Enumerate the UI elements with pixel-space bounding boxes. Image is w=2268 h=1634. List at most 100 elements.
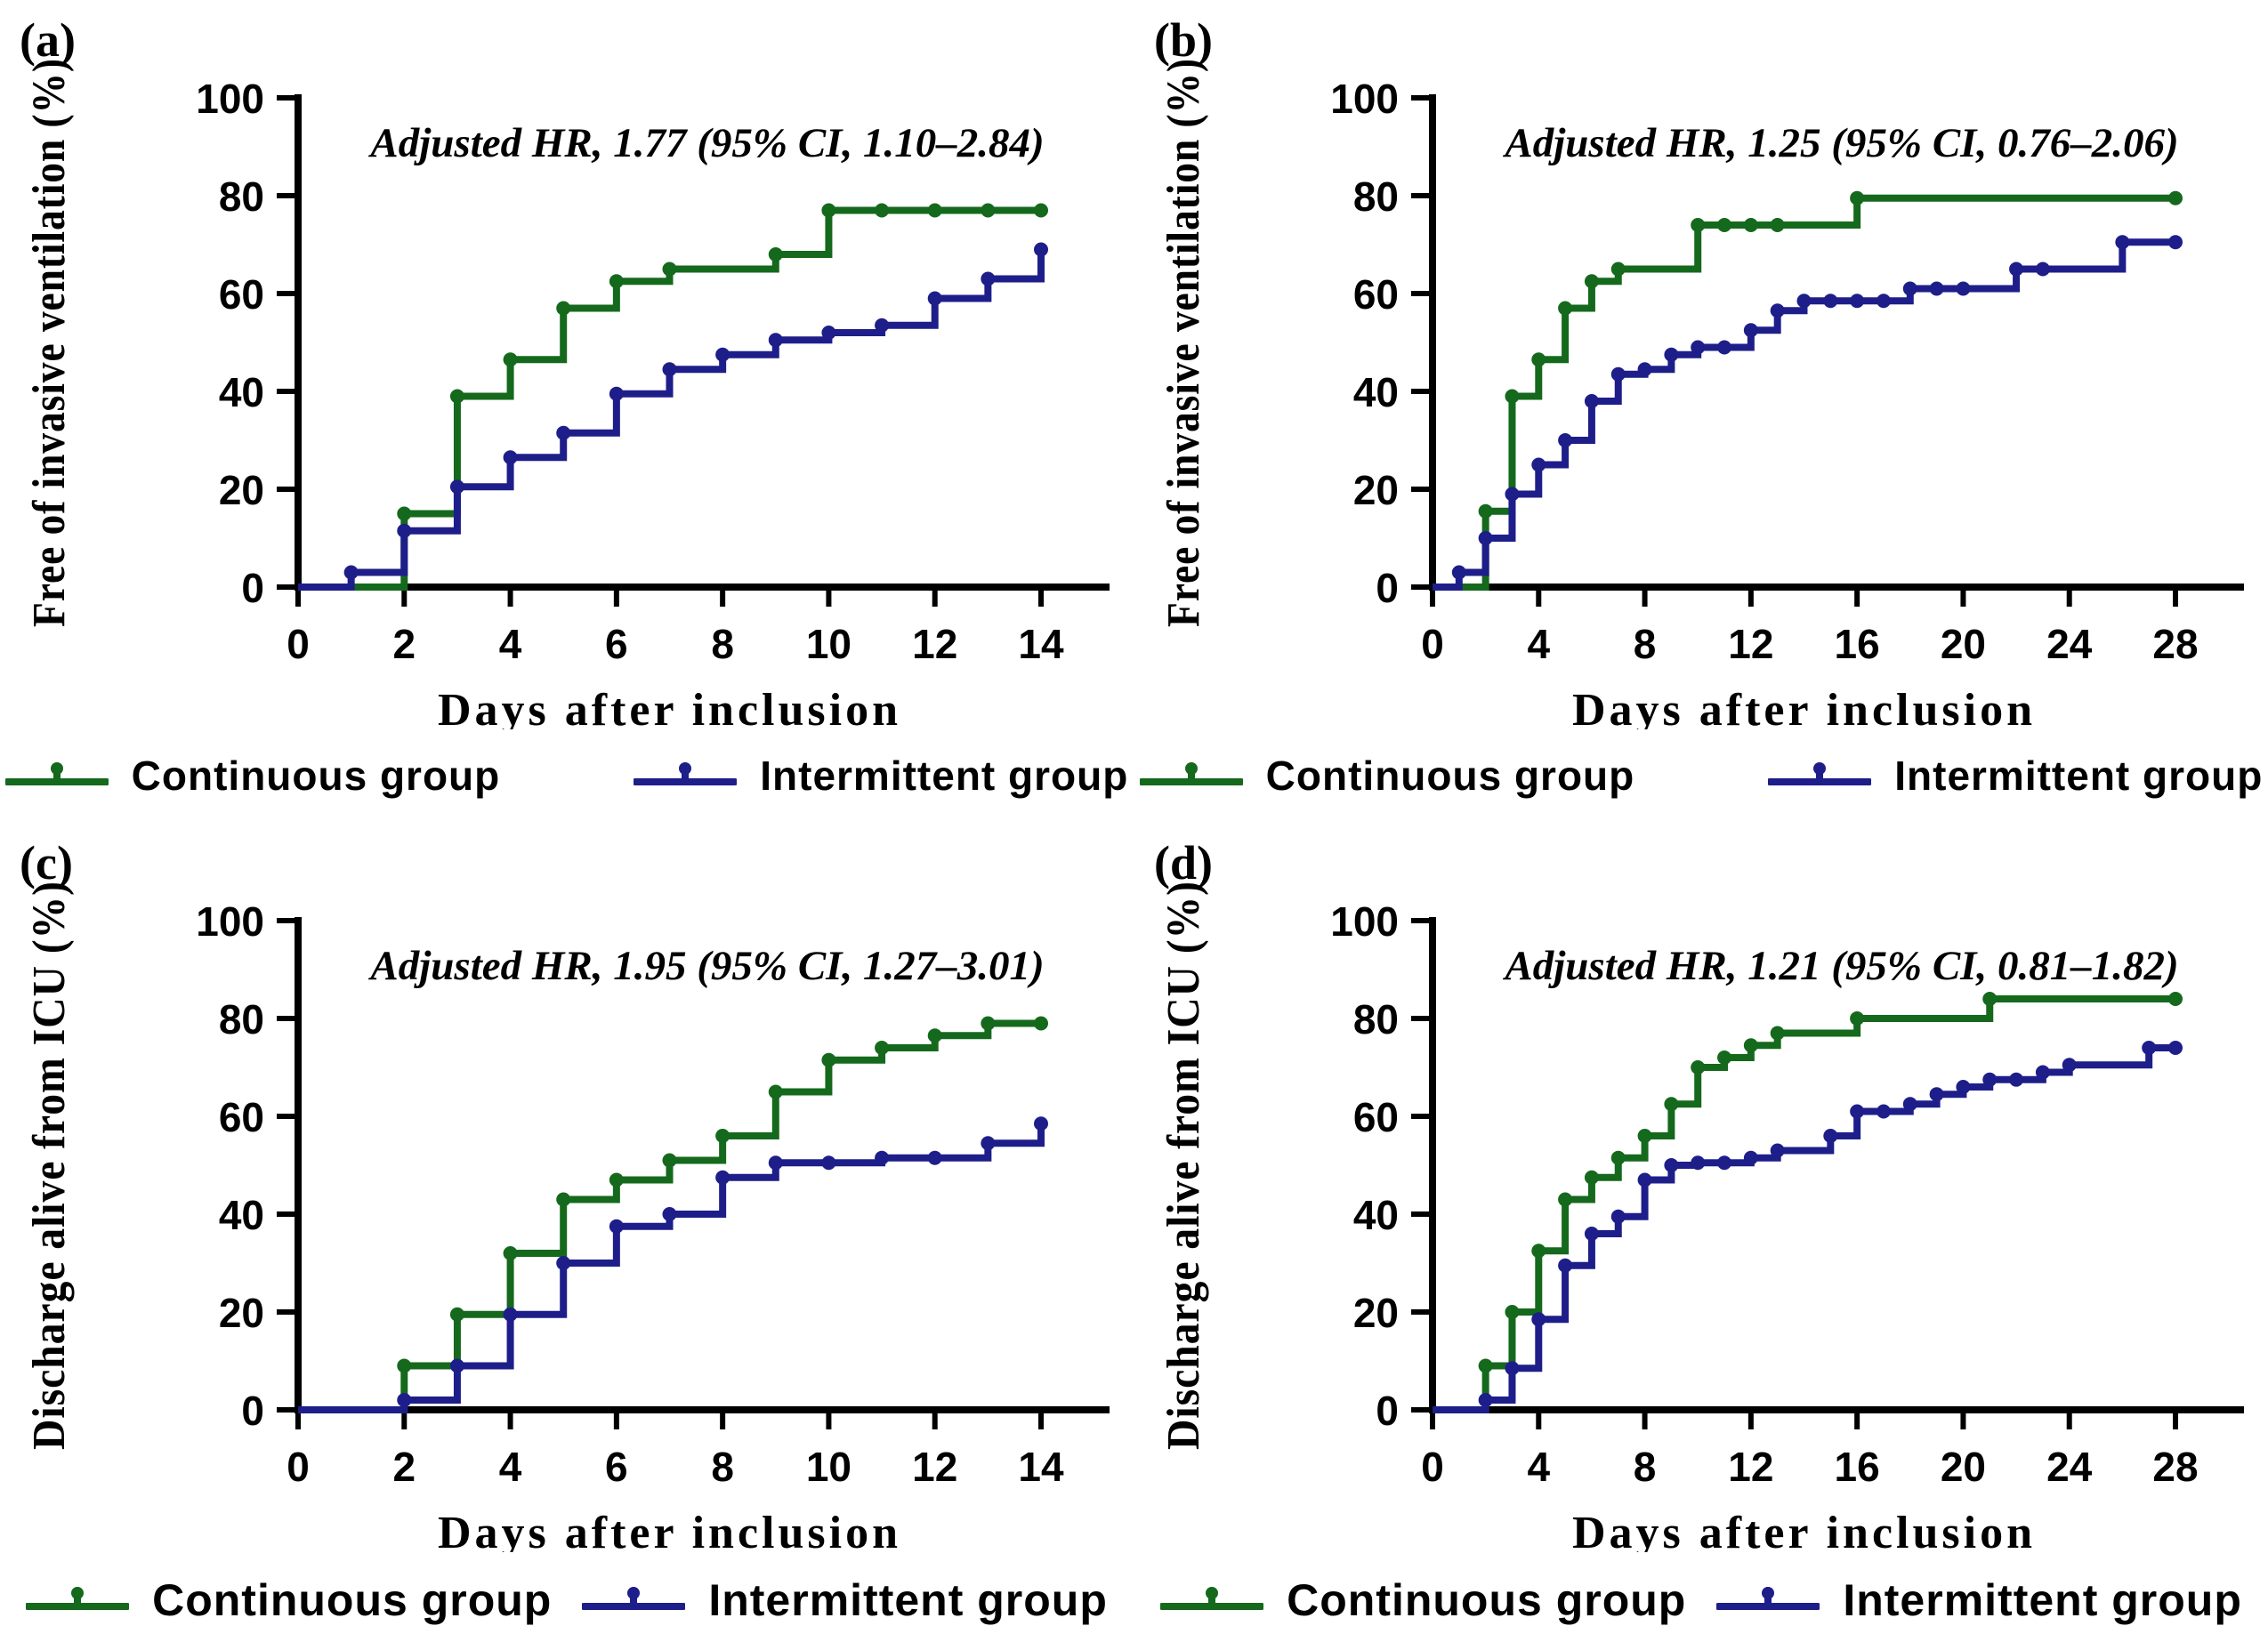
svg-text:40: 40 (219, 1192, 264, 1238)
continuous-line-marker-icon (4, 762, 109, 785)
panel-a-legend: Continuous group Intermittent group (0, 752, 1134, 800)
panel-a-label: (a) (20, 13, 76, 67)
legend-item-intermittent: Intermittent group (1768, 752, 2263, 800)
legend-item-continuous: Continuous group (1139, 752, 1635, 800)
svg-text:14: 14 (1018, 621, 1064, 667)
intermittent-line-marker-icon (1768, 762, 1872, 785)
panel-b-label: (b) (1154, 13, 1213, 67)
svg-text:Free of invasive ventilation (: Free of invasive ventilation (%) (24, 58, 75, 627)
svg-text:12: 12 (912, 621, 957, 667)
legend-label-intermittent: Intermittent group (708, 1575, 1108, 1625)
svg-text:4: 4 (499, 621, 522, 667)
svg-text:0: 0 (1421, 1444, 1444, 1490)
svg-text:28: 28 (2152, 621, 2198, 667)
svg-text:12: 12 (1728, 621, 1773, 667)
svg-text:10: 10 (806, 621, 852, 667)
svg-text:Days after inclusion: Days after inclusion (438, 1508, 901, 1552)
svg-text:12: 12 (912, 1444, 957, 1490)
panel-b: (b) 0 4 8 12 16 20 24 28 0 20 40 60 80 100 Days after … (1134, 0, 2268, 811)
svg-text:Free of invasive ventilation (: Free of invasive ventilation (%) (1158, 58, 1209, 627)
legend-item-intermittent: Intermittent group (1716, 1574, 2242, 1626)
svg-text:8: 8 (1634, 1444, 1657, 1490)
svg-text:4: 4 (1527, 1444, 1550, 1490)
svg-text:Days after inclusion: Days after inclusion (1572, 685, 2036, 729)
svg-text:100: 100 (196, 76, 264, 122)
svg-text:100: 100 (1330, 898, 1399, 945)
panel-d-label: (d) (1154, 836, 1213, 889)
svg-text:60: 60 (219, 271, 264, 318)
legend-item-continuous: Continuous group (4, 752, 501, 800)
svg-text:0: 0 (287, 621, 310, 667)
svg-text:20: 20 (1941, 1444, 1986, 1490)
svg-text:10: 10 (806, 1444, 852, 1490)
panel-b-legend: Continuous group Intermittent group (1134, 752, 2268, 800)
svg-text:16: 16 (1835, 621, 1880, 667)
svg-text:100: 100 (196, 898, 264, 945)
svg-text:Adjusted HR, 1.21 (95% CI, 0.8: Adjusted HR, 1.21 (95% CI, 0.81–1.82) (1502, 943, 2178, 989)
panel-d-legend: Continuous group Intermittent group (1134, 1574, 2268, 1626)
svg-text:100: 100 (1330, 76, 1399, 122)
continuous-line-marker-icon (1160, 1587, 1264, 1610)
panel-d: (d) 0 4 8 12 16 20 24 28 0 20 40 60 80 100 Days after … (1134, 823, 2268, 1634)
svg-text:28: 28 (2152, 1444, 2198, 1490)
svg-text:80: 80 (1353, 173, 1399, 220)
svg-text:Discharge alive from ICU (%): Discharge alive from ICU (%) (1158, 881, 1209, 1450)
svg-text:2: 2 (392, 1444, 416, 1490)
svg-text:20: 20 (219, 1290, 264, 1336)
svg-text:0: 0 (1376, 565, 1399, 611)
intermittent-line-marker-icon (1716, 1587, 1820, 1610)
svg-text:6: 6 (605, 621, 628, 667)
svg-text:6: 6 (605, 1444, 628, 1490)
svg-text:20: 20 (1941, 621, 1986, 667)
legend-label-intermittent: Intermittent group (1843, 1575, 2242, 1625)
panel-c: (c) 0 2 4 6 8 10 12 14 0 20 40 60 80 100 Days after in… (0, 823, 1134, 1634)
km-chart-icu-discharge-28d: 0 4 8 12 16 20 24 28 0 20 40 60 80 100 Days after incl… (1158, 881, 2244, 1552)
svg-text:40: 40 (1353, 1192, 1399, 1238)
intermittent-line-marker-icon (634, 762, 738, 785)
svg-text:8: 8 (711, 1444, 734, 1490)
svg-text:80: 80 (219, 996, 264, 1042)
svg-text:0: 0 (241, 1388, 264, 1434)
km-chart-free-ventilation-28d: 0 4 8 12 16 20 24 28 0 20 40 60 80 100 Days after incl… (1158, 58, 2244, 729)
svg-text:Days after inclusion: Days after inclusion (438, 685, 901, 729)
svg-text:80: 80 (219, 173, 264, 220)
panel-a: (a) 0 2 4 6 8 10 12 14 0 20 40 60 80 100 Days after in… (0, 0, 1134, 811)
km-chart-free-ventilation-14d: 0 2 4 6 8 10 12 14 0 20 40 60 80 100 Days after inclus… (24, 58, 1110, 729)
svg-text:24: 24 (2046, 1444, 2093, 1490)
svg-text:20: 20 (219, 467, 264, 513)
svg-text:Adjusted HR, 1.25 (95% CI, 0.7: Adjusted HR, 1.25 (95% CI, 0.76–2.06) (1502, 120, 2178, 166)
svg-text:0: 0 (241, 565, 264, 611)
svg-text:Days after inclusion: Days after inclusion (1572, 1508, 2036, 1552)
svg-text:4: 4 (499, 1444, 522, 1490)
svg-text:0: 0 (1421, 621, 1444, 667)
svg-text:40: 40 (219, 369, 264, 415)
intermittent-line-marker-icon (582, 1587, 686, 1610)
legend-item-continuous: Continuous group (1160, 1574, 1686, 1626)
svg-text:Adjusted HR, 1.95 (95% CI, 1.2: Adjusted HR, 1.95 (95% CI, 1.27–3.01) (367, 943, 1044, 989)
svg-text:Discharge alive from ICU (%): Discharge alive from ICU (%) (24, 881, 75, 1450)
km-chart-icu-discharge-14d: 0 2 4 6 8 10 12 14 0 20 40 60 80 100 Days after inclus… (24, 881, 1110, 1552)
svg-text:8: 8 (711, 621, 734, 667)
svg-text:20: 20 (1353, 1290, 1399, 1336)
svg-text:16: 16 (1835, 1444, 1880, 1490)
svg-text:60: 60 (219, 1094, 264, 1140)
svg-text:Adjusted HR, 1.77 (95% CI, 1.1: Adjusted HR, 1.77 (95% CI, 1.10–2.84) (367, 120, 1044, 166)
continuous-line-marker-icon (26, 1587, 130, 1610)
legend-item-intermittent: Intermittent group (634, 752, 1128, 800)
svg-text:4: 4 (1527, 621, 1550, 667)
svg-text:2: 2 (392, 621, 416, 667)
svg-text:14: 14 (1018, 1444, 1064, 1490)
legend-item-intermittent: Intermittent group (582, 1574, 1108, 1626)
svg-text:60: 60 (1353, 271, 1399, 318)
legend-label-continuous: Continuous group (1287, 1575, 1687, 1625)
panel-c-label: (c) (20, 836, 73, 889)
panel-c-legend: Continuous group Intermittent group (0, 1574, 1134, 1626)
svg-text:20: 20 (1353, 467, 1399, 513)
svg-text:60: 60 (1353, 1094, 1399, 1140)
svg-text:0: 0 (287, 1444, 310, 1490)
legend-label-continuous: Continuous group (1265, 753, 1635, 799)
svg-text:0: 0 (1376, 1388, 1399, 1434)
svg-text:80: 80 (1353, 996, 1399, 1042)
svg-text:24: 24 (2046, 621, 2093, 667)
